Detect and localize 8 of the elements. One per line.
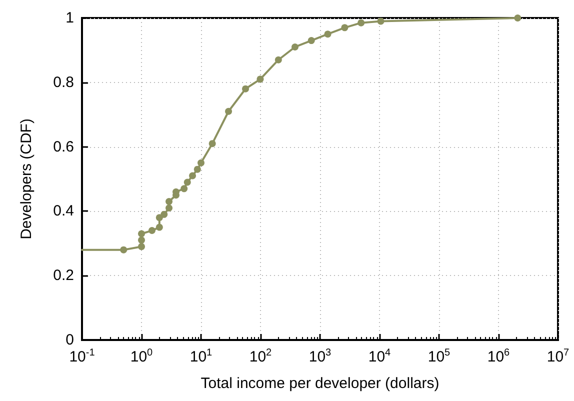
y-tick-label: 0.6 [53,138,74,156]
x-axis-title: Total income per developer (dollars) [200,375,440,392]
y-axis-title: Developers (CDF) [18,118,35,240]
y-tick-label: 0.4 [53,202,74,220]
y-tick-label: 0 [66,332,74,348]
y-tick-label: 0.2 [53,267,74,284]
y-tick-label: 0.8 [53,74,74,91]
y-tick-label: 1 [66,10,74,26]
